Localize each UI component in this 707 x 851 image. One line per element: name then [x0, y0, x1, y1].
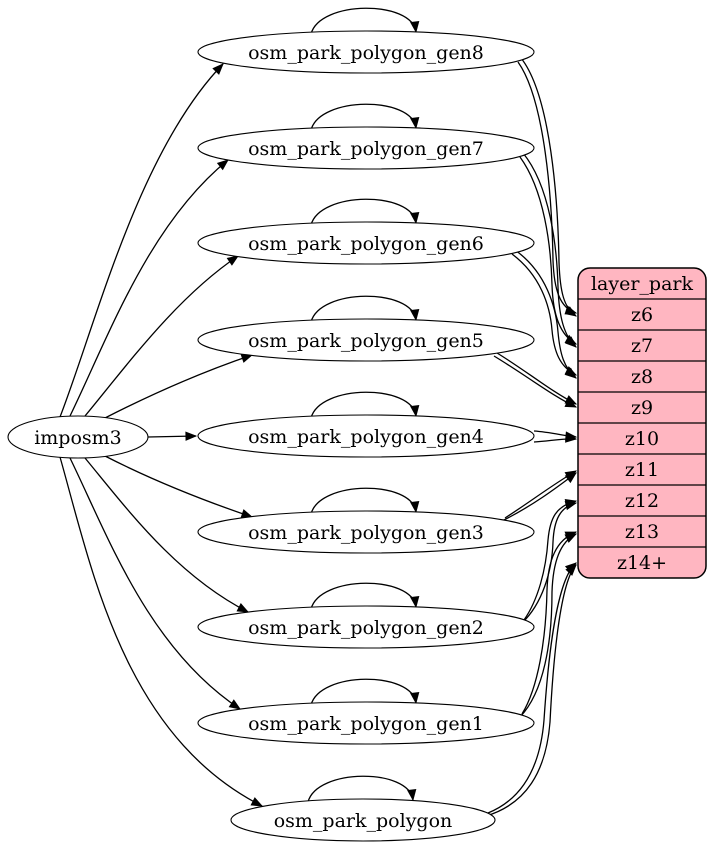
edge-polygon-z14-b [485, 564, 577, 817]
gen8-label: osm_park_polygon_gen8 [248, 42, 484, 64]
edge-imposm3-polygon [59, 456, 264, 807]
edge-gen6-z8-a [511, 253, 578, 376]
node-gen5: osm_park_polygon_gen5 [197, 318, 535, 362]
polygon-ellipse [230, 798, 496, 842]
node-polygon: osm_park_polygon [230, 798, 496, 842]
edge-gen3-z11-a [504, 470, 578, 519]
imposm3-ellipse [7, 415, 149, 459]
edge-gen2-z12-b [521, 501, 578, 624]
gen5-ellipse [197, 318, 535, 362]
layer-park-title: layer_park [591, 273, 694, 295]
node-gen1: osm_park_polygon_gen1 [197, 701, 535, 745]
edge-gen7-z7-b [522, 152, 577, 348]
gen4-ellipse [197, 414, 535, 458]
gen7-ellipse [197, 126, 535, 170]
edge-gen7-z7-a [519, 156, 578, 345]
polygon-label: osm_park_polygon [274, 810, 453, 832]
node-gen2: osm_park_polygon_gen2 [197, 605, 535, 649]
edge-gen5-z9-b [493, 355, 578, 408]
edge-gen6-z8-b [514, 249, 577, 379]
self-loop-gen8 [310, 7, 420, 35]
row-z14: z14+ [617, 552, 667, 574]
self-loop-gen3 [310, 487, 420, 515]
row-z13: z13 [625, 521, 659, 543]
row-z8: z8 [631, 366, 653, 388]
gen1-ellipse [197, 701, 535, 745]
self-loop-gen6 [310, 198, 420, 226]
self-loops [307, 7, 420, 803]
edge-imposm3-gen6 [84, 255, 239, 417]
node-gen4: osm_park_polygon_gen4 [197, 414, 535, 458]
node-gen6: osm_park_polygon_gen6 [197, 221, 535, 265]
row-z12: z12 [625, 490, 659, 512]
imposm3-label: imposm3 [34, 427, 122, 449]
edge-gen8-z6-b [520, 57, 577, 317]
gen3-ellipse [197, 510, 535, 554]
row-z11: z11 [625, 459, 659, 481]
self-loop-polygon [307, 775, 417, 803]
gen1-label: osm_park_polygon_gen1 [248, 713, 484, 735]
gen2-ellipse [197, 605, 535, 649]
imposm3-edges [59, 63, 264, 807]
gen7-label: osm_park_polygon_gen7 [248, 138, 484, 160]
gen3-label: osm_park_polygon_gen3 [248, 522, 484, 544]
edge-imposm3-gen8 [59, 63, 224, 418]
self-loop-gen2 [310, 582, 420, 610]
edge-imposm3-gen3 [104, 455, 254, 519]
node-gen7: osm_park_polygon_gen7 [197, 126, 535, 170]
edge-gen4-z10-b [533, 433, 578, 443]
gen4-label: osm_park_polygon_gen4 [248, 426, 484, 448]
row-z10: z10 [625, 428, 659, 450]
layer-park-table: layer_park z6 z7 z8 z9 z10 z11 z12 z13 z… [577, 267, 707, 579]
edge-gen3-z11-b [501, 472, 577, 522]
edge-gen4-z10-a [533, 430, 578, 441]
node-imposm3: imposm3 [7, 415, 149, 459]
self-loop-gen4 [310, 391, 420, 419]
gen6-ellipse [197, 221, 535, 265]
edge-gen1-z13-b [519, 533, 578, 718]
edge-polygon-z14-a [487, 562, 577, 814]
edge-gen2-z12-a [523, 499, 578, 621]
gen8-ellipse [197, 30, 535, 74]
edge-gen1-z13-a [521, 531, 578, 715]
edge-imposm3-gen4 [147, 431, 198, 441]
edge-imposm3-gen1 [69, 457, 241, 710]
gen5-label: osm_park_polygon_gen5 [248, 330, 484, 352]
row-z6: z6 [631, 304, 653, 326]
gen2-label: osm_park_polygon_gen2 [248, 617, 484, 639]
row-z7: z7 [631, 335, 653, 357]
self-loop-gen7 [310, 103, 420, 131]
edge-imposm3-gen2 [84, 457, 250, 613]
row-z9: z9 [631, 397, 653, 419]
self-loop-gen5 [310, 295, 420, 323]
edge-imposm3-gen7 [69, 159, 229, 417]
edge-imposm3-gen5 [104, 353, 254, 419]
self-loop-gen1 [310, 678, 420, 706]
edge-gen8-z6-a [517, 61, 578, 315]
zoom-mapping-edges [485, 57, 578, 817]
node-gen8: osm_park_polygon_gen8 [197, 30, 535, 74]
gen6-label: osm_park_polygon_gen6 [248, 233, 484, 255]
node-gen3: osm_park_polygon_gen3 [197, 510, 535, 554]
